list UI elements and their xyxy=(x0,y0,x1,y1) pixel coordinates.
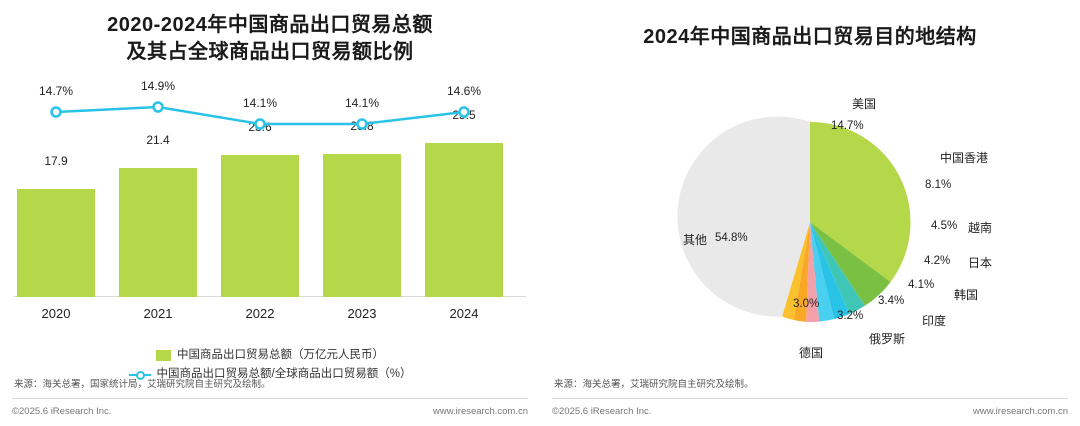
line-point-2023[interactable] xyxy=(356,118,368,130)
pie-value-japan: 4.2% xyxy=(924,255,951,267)
pie-name-russia: 俄罗斯 xyxy=(869,332,906,346)
bar-series: 17.9 21.4 23.6 23.8 25.5 xyxy=(0,108,540,297)
pie-value-germany: 3.0% xyxy=(793,298,820,310)
bar-line-chart: 17.9 21.4 23.6 23.8 25.5 xyxy=(0,78,540,333)
pct-label-2020: 14.7% xyxy=(38,84,74,98)
right-panel: 2024年中国商品出口贸易目的地结构 xyxy=(540,0,1080,426)
legend-swatch-icon xyxy=(156,349,171,361)
pie-value-india: 3.4% xyxy=(878,295,905,307)
legend-label-line: 中国商品出口贸易总额/全球商品出口贸易额（%） xyxy=(156,368,412,380)
line-point-2020[interactable] xyxy=(50,106,62,118)
pct-label-2021: 14.9% xyxy=(140,79,176,93)
right-website: www.iresearch.com.cn xyxy=(972,406,1068,417)
left-footer-divider xyxy=(12,398,528,399)
pie-name-germany: 德国 xyxy=(799,346,824,360)
pie-value-vietnam: 4.5% xyxy=(931,220,958,232)
left-copyright: ©2025.6 iResearch Inc. xyxy=(12,406,112,417)
pct-label-2023: 14.1% xyxy=(344,96,380,110)
pie-slice-korea[interactable] xyxy=(810,222,835,322)
pie-slice-russia[interactable] xyxy=(793,222,810,322)
x-label-2022: 2022 xyxy=(245,306,275,321)
line-series xyxy=(50,101,470,130)
bar-value-2020: 17.9 xyxy=(44,154,68,168)
pie-slice-hongkong[interactable] xyxy=(810,222,891,306)
pie-value-us: 14.7% xyxy=(831,120,864,132)
line-point-2022[interactable] xyxy=(254,118,266,130)
pie-slice-japan[interactable] xyxy=(810,222,850,320)
left-source-note: 来源：海关总署，国家统计局，艾瑞研究院自主研究及绘制。 xyxy=(14,379,271,390)
line-point-2021[interactable] xyxy=(152,101,164,113)
pie-name-other: 其他 xyxy=(683,233,708,247)
right-source-note: 来源：海关总署，艾瑞研究院自主研究及绘制。 xyxy=(554,379,754,390)
left-chart-title-line1: 2020-2024年中国商品出口贸易总额 xyxy=(107,14,433,36)
right-footer-divider xyxy=(552,398,1068,399)
pie-value-other: 54.8% xyxy=(715,232,748,244)
x-label-2020: 2020 xyxy=(41,306,71,321)
left-chart-legend: 中国商品出口贸易总额（万亿元人民币） 中国商品出口贸易总额/全球商品出口贸易额（… xyxy=(0,345,540,384)
left-chart-title: 2020-2024年中国商品出口贸易总额 及其占全球商品出口贸易额比例 xyxy=(0,0,540,66)
pie-name-japan: 日本 xyxy=(968,256,993,270)
left-chart-title-line2: 及其占全球商品出口贸易额比例 xyxy=(126,41,414,63)
line-point-2024[interactable] xyxy=(458,106,470,118)
bar-2022[interactable] xyxy=(221,155,299,297)
left-panel: 2020-2024年中国商品出口贸易总额 及其占全球商品出口贸易额比例 17.9… xyxy=(0,0,540,417)
pie-svg xyxy=(677,116,911,322)
legend-item-line[interactable]: 中国商品出口贸易总额/全球商品出口贸易额（%） xyxy=(0,365,540,383)
legend-item-bar[interactable]: 中国商品出口贸易总额（万亿元人民币） xyxy=(0,346,540,364)
left-website: www.iresearch.com.cn xyxy=(432,406,528,417)
legend-line-icon xyxy=(128,369,151,380)
bar-2024[interactable] xyxy=(425,143,503,297)
pie-slice-us[interactable] xyxy=(810,121,911,283)
bar-2021[interactable] xyxy=(119,168,197,297)
right-copyright: ©2025.6 iResearch Inc. xyxy=(552,406,652,417)
bar-value-2021: 21.4 xyxy=(146,133,170,147)
pie-slice-other[interactable] xyxy=(677,116,810,317)
pie-name-korea: 韩国 xyxy=(954,288,979,302)
pie-chart: 14.7% 8.1% 4.5% 4.2% 4.1% 3.4% 3.2% 3.0%… xyxy=(540,62,1080,362)
bar-2023[interactable] xyxy=(323,154,401,297)
x-label-2023: 2023 xyxy=(347,306,377,321)
pct-label-2024: 14.6% xyxy=(446,84,482,98)
pie-value-russia: 3.2% xyxy=(837,310,864,322)
pie-name-vietnam: 越南 xyxy=(968,221,993,235)
bar-2020[interactable] xyxy=(17,189,95,297)
pie-name-us: 美国 xyxy=(852,97,877,111)
pct-label-2022: 14.1% xyxy=(242,96,278,110)
x-label-2024: 2024 xyxy=(449,306,479,321)
pie-slice-india[interactable] xyxy=(806,222,820,322)
pie-name-hongkong: 中国香港 xyxy=(940,151,989,165)
pie-slice-germany[interactable] xyxy=(782,222,810,321)
x-label-2021: 2021 xyxy=(143,306,173,321)
right-chart-title: 2024年中国商品出口贸易目的地结构 xyxy=(643,26,977,48)
pie-value-korea: 4.1% xyxy=(908,279,935,291)
pie-slice-vietnam[interactable] xyxy=(810,222,865,315)
legend-label-bar: 中国商品出口贸易总额（万亿元人民币） xyxy=(177,349,384,361)
pie-name-india: 印度 xyxy=(922,314,947,328)
pie-value-hongkong: 8.1% xyxy=(925,179,952,191)
